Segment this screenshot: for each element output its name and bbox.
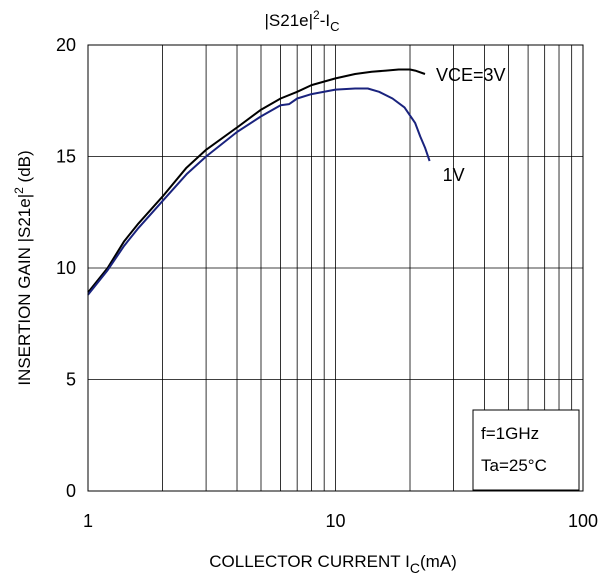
y-tick-label: 20 (56, 35, 76, 55)
x-tick-label: 100 (568, 511, 598, 531)
ylabel-pre: INSERTION GAIN |S21e| (15, 194, 34, 386)
chart-title: |S21e|2-IC (264, 8, 339, 34)
series-label-vce-1v: 1V (443, 165, 465, 185)
annotation-temperature: Ta=25°C (481, 456, 547, 475)
series-line-vce-1v (87, 87, 431, 296)
xlabel-pre: COLLECTOR CURRENT I (209, 552, 410, 571)
title-sub: C (330, 19, 339, 34)
x-axis-label: COLLECTOR CURRENT IC(mA) (209, 552, 457, 576)
annotation-frequency: f=1GHz (481, 424, 539, 443)
title-main: |S21e| (264, 11, 313, 30)
ylabel-sup: 2 (12, 187, 26, 194)
y-tick-label: 15 (56, 147, 76, 167)
xlabel-sub: C (410, 560, 420, 576)
plot-frame (87, 44, 584, 492)
title-mid: -I (320, 11, 330, 30)
y-tick-label: 0 (66, 481, 76, 501)
xlabel-post: (mA) (420, 552, 457, 571)
x-tick-label: 10 (325, 511, 345, 531)
series-label-vce-3v: VCE=3V (436, 65, 506, 85)
y-tick-label: 5 (66, 370, 76, 390)
x-tick-label: 1 (83, 511, 93, 531)
tick-labels: 0 5 10 15 20 1 10 100 (56, 35, 598, 531)
series-labels: VCE=3V 1V (436, 65, 506, 185)
title-sup: 2 (313, 8, 320, 22)
y-tick-label: 10 (56, 258, 76, 278)
y-axis-label: INSERTION GAIN |S21e|2 (dB) (12, 150, 34, 385)
series-group (87, 68, 431, 296)
conditions-box: f=1GHz Ta=25°C (472, 409, 580, 491)
conditions-frame (472, 409, 580, 491)
series-line-vce-3v (87, 68, 426, 294)
ylabel-post: (dB) (15, 150, 34, 187)
